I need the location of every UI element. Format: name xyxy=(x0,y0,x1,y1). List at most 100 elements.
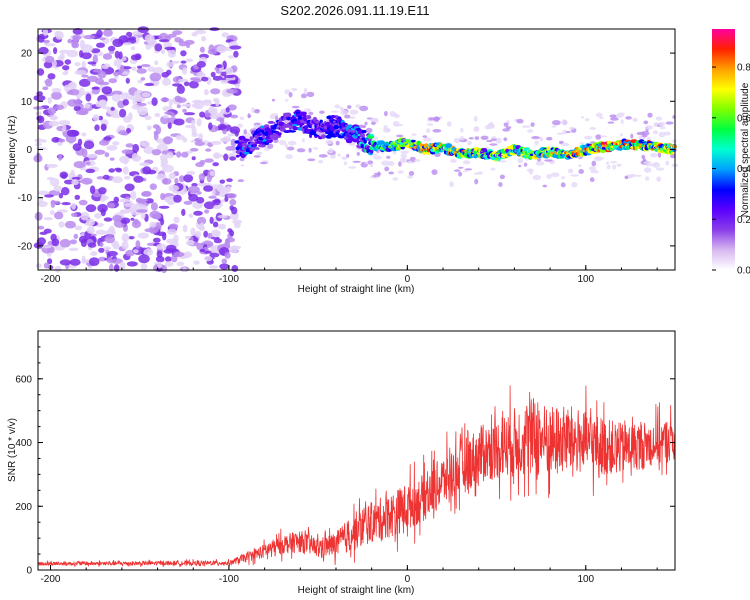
noise-blob xyxy=(132,97,138,105)
noise-blob xyxy=(210,245,216,254)
noise-blob xyxy=(124,203,133,207)
snr-series-line xyxy=(37,385,676,568)
halo-blob xyxy=(580,116,585,119)
noise-blob xyxy=(64,59,72,65)
ridge-blob xyxy=(332,120,336,123)
noise-blob xyxy=(128,112,133,121)
halo-blob xyxy=(422,135,428,138)
noise-blob xyxy=(201,36,207,42)
halo-blob xyxy=(546,136,553,141)
noise-blob xyxy=(186,42,191,49)
noise-blob xyxy=(181,208,186,216)
halo-blob xyxy=(670,153,676,159)
halo-blob xyxy=(618,112,625,115)
noise-blob xyxy=(153,132,159,141)
noise-blob xyxy=(182,224,188,233)
noise-blob xyxy=(144,228,155,233)
halo-blob xyxy=(335,140,340,146)
noise-blob xyxy=(185,124,196,129)
halo-blob xyxy=(641,131,650,136)
noise-blob xyxy=(194,141,205,147)
noise-blob xyxy=(176,104,181,109)
noise-blob xyxy=(54,211,64,220)
halo-blob xyxy=(240,164,245,167)
halo-blob xyxy=(348,166,357,169)
noise-blob xyxy=(130,190,137,200)
noise-blob xyxy=(69,89,80,96)
noise-blob xyxy=(97,203,108,213)
noise-blob xyxy=(203,89,209,96)
halo-blob xyxy=(407,160,414,164)
halo-blob xyxy=(612,164,617,170)
noise-blob xyxy=(110,106,115,111)
noise-blob xyxy=(111,176,123,184)
halo-blob xyxy=(578,169,584,174)
ridge-blob xyxy=(423,143,429,148)
halo-blob xyxy=(385,127,390,133)
halo-blob xyxy=(349,109,359,115)
noise-blob xyxy=(137,26,149,33)
halo-blob xyxy=(426,128,431,134)
noise-blob xyxy=(81,177,93,185)
ridge-blob xyxy=(243,151,250,155)
noise-blob xyxy=(36,200,48,208)
halo-blob xyxy=(530,122,535,127)
noise-blob xyxy=(171,254,178,263)
noise-blob xyxy=(181,103,192,107)
noise-blob xyxy=(170,112,176,118)
noise-blob xyxy=(155,255,165,263)
noise-blob xyxy=(104,235,115,244)
noise-blob xyxy=(73,233,79,240)
ridge-blob xyxy=(277,132,282,136)
noise-blob xyxy=(191,99,204,104)
noise-blob xyxy=(37,225,45,230)
halo-blob xyxy=(291,87,298,92)
halo-blob xyxy=(551,125,557,128)
noise-blob xyxy=(49,210,55,216)
noise-blob xyxy=(73,161,86,169)
noise-blob xyxy=(196,196,205,204)
halo-blob xyxy=(663,131,671,136)
halo-blob xyxy=(359,105,369,112)
halo-blob xyxy=(325,139,334,145)
noise-blob xyxy=(36,237,47,246)
halo-blob xyxy=(372,155,382,160)
snr-frame xyxy=(37,330,676,571)
halo-blob xyxy=(529,169,533,175)
halo-blob xyxy=(372,174,378,178)
noise-blob xyxy=(196,61,206,68)
halo-blob xyxy=(346,154,350,158)
noise-blob xyxy=(37,115,45,124)
noise-blob xyxy=(81,148,88,158)
noise-blob xyxy=(167,33,177,38)
snr-x-tick-label: -200 xyxy=(40,574,60,585)
noise-blob xyxy=(136,106,148,116)
noise-blob xyxy=(45,78,53,87)
halo-blob xyxy=(641,154,646,160)
halo-blob xyxy=(486,123,495,129)
noise-blob xyxy=(70,169,75,177)
noise-blob xyxy=(108,78,118,84)
noise-blob xyxy=(53,47,58,55)
halo-blob xyxy=(392,150,397,155)
halo-blob xyxy=(285,154,293,160)
halo-blob xyxy=(414,159,421,162)
noise-blob xyxy=(37,190,49,195)
noise-blob xyxy=(119,198,130,203)
noise-blob xyxy=(188,185,200,194)
ridge-blob xyxy=(344,124,350,127)
noise-blob xyxy=(102,174,110,180)
colorbar: 0.0 0.2 0.4 0.6 0.8 Normalized spectral ampl… xyxy=(712,29,750,277)
noise-blob xyxy=(166,228,177,235)
noise-blob xyxy=(124,183,135,192)
noise-blob xyxy=(75,98,82,107)
snr-x-tick-label: -100 xyxy=(219,574,239,585)
halo-blob xyxy=(657,152,662,158)
halo-blob xyxy=(288,91,293,98)
noise-blob xyxy=(47,96,52,104)
halo-blob xyxy=(397,170,404,174)
noise-blob xyxy=(213,198,221,206)
noise-blob xyxy=(168,172,176,180)
noise-blob xyxy=(140,77,146,81)
